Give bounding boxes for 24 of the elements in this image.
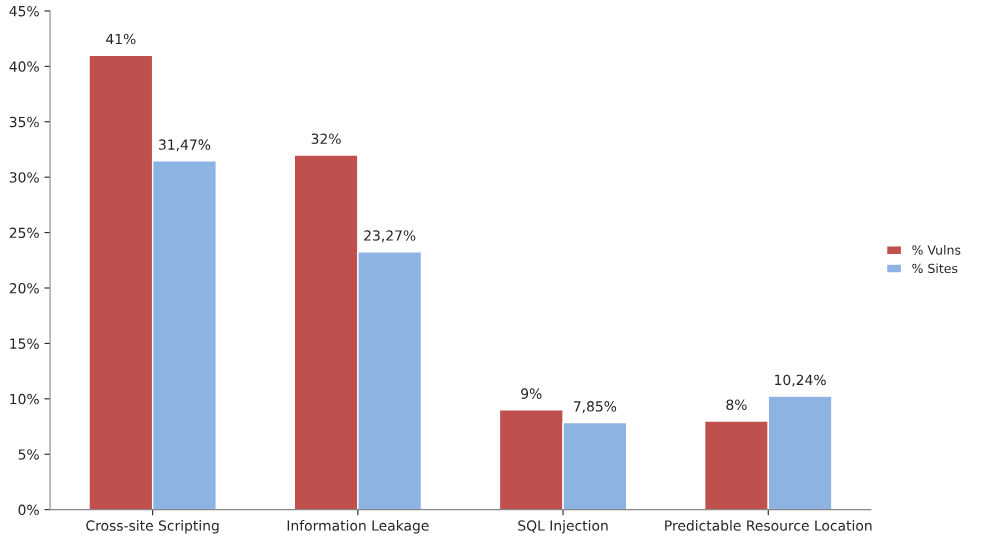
- y-tick-label: 0%: [18, 504, 39, 516]
- data-label: 8%: [726, 399, 747, 410]
- data-label: 10,24%: [775, 374, 826, 387]
- data-label: 32%: [311, 133, 341, 144]
- y-tick-label: 5%: [18, 449, 39, 460]
- data-label: 7,85%: [573, 401, 617, 414]
- y-tick-label: 30%: [9, 172, 39, 183]
- x-tick-label: Cross-site Scripting: [86, 520, 219, 534]
- data-label: 41%: [106, 33, 136, 45]
- y-tick-label: 35%: [9, 116, 39, 128]
- data-label: 31,47%: [159, 139, 211, 152]
- y-tick-label: 45%: [9, 5, 39, 17]
- x-tick-label: Predictable Resource Location: [665, 520, 872, 531]
- y-tick-label: 10%: [10, 393, 39, 405]
- y-tick-label: 20%: [9, 282, 39, 294]
- y-tick-label: 25%: [9, 227, 39, 239]
- x-tick-label: SQL Injection: [518, 520, 608, 534]
- y-tick-label: 40%: [9, 61, 39, 72]
- data-label: 9%: [521, 388, 542, 399]
- y-tick-label: 15%: [10, 338, 39, 349]
- legend-label: % Sites: [912, 263, 958, 274]
- x-tick-label: Information Leakage: [287, 520, 429, 534]
- legend-label: % Vulns: [912, 245, 961, 255]
- data-label: 23,27%: [364, 230, 416, 243]
